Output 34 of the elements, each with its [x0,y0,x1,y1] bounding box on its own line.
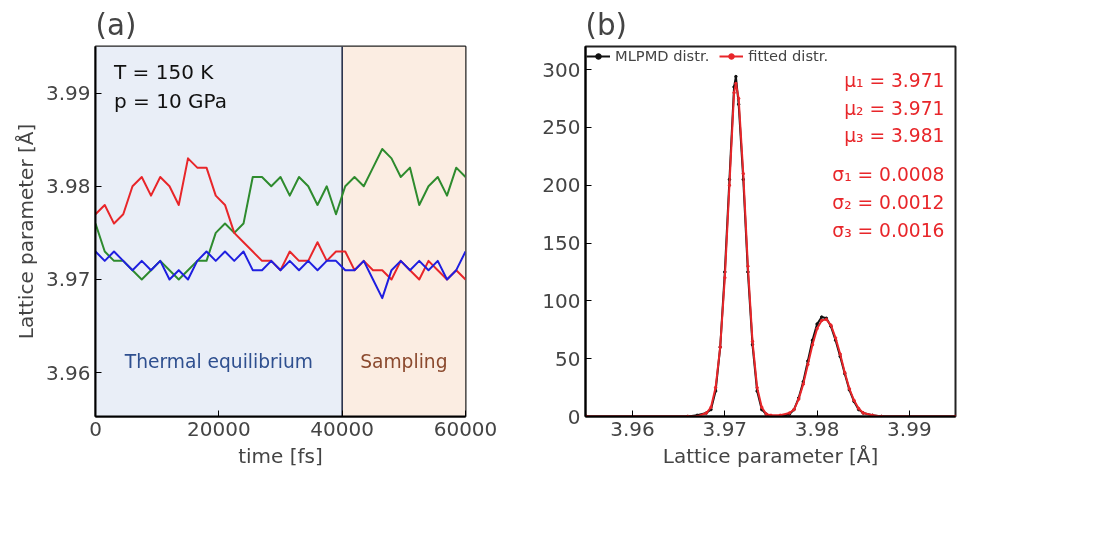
y-tick-label: 200 [542,173,581,198]
annotation: μ₂ = 3.971 [844,97,945,119]
x-tick-label: 3.99 [887,416,932,441]
x-tick-label: 3.96 [610,416,655,441]
y-tick-label: 150 [542,231,581,256]
y-tick-label: 3.97 [45,267,91,292]
annotation: p = 10 GPa [114,89,227,114]
annotation: σ₃ = 0.0016 [832,219,945,241]
annotation: T = 150 K [113,59,215,84]
legend-label: fitted distr. [748,47,829,64]
annotation: μ₃ = 3.981 [844,125,945,147]
legend-label: MLPMD distr. [615,47,710,64]
x-tick-label: 3.98 [794,416,840,441]
x-axis-title: Lattice parameter [Å] [662,443,879,468]
x-tick-label: 40000 [310,416,374,441]
y-tick-label: 3.98 [45,174,91,199]
annotation: σ₂ = 0.0012 [832,192,945,213]
x-axis-title: time [fs] [238,443,323,468]
y-axis-title: Lattice parameter [Å] [13,123,38,340]
annotation: μ₁ = 3.971 [844,69,945,91]
chart-title: (a) [95,7,137,42]
y-tick-label: 3.99 [45,81,91,106]
y-tick-label: 50 [555,346,581,371]
x-tick-label: 3.97 [702,416,748,441]
y-tick-label: 250 [542,115,581,140]
band-label: Sampling [360,351,448,373]
annotation: σ₁ = 0.0008 [832,164,945,186]
chart-title: (b) [585,7,628,42]
x-tick-label: 60000 [433,416,498,441]
y-tick-label: 100 [542,288,581,313]
x-tick-label: 20000 [187,416,251,441]
band-label: Thermal equilibrium [123,351,313,373]
y-tick-label: 300 [542,57,581,82]
y-tick-label: 3.96 [45,360,91,385]
